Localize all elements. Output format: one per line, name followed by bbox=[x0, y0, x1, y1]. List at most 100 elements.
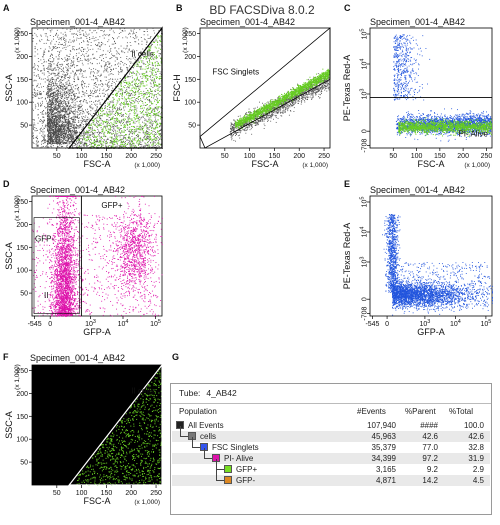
y-tick-label: 50 bbox=[20, 460, 28, 467]
column-header-events: #Events bbox=[357, 407, 386, 416]
population-name: GFP- bbox=[236, 475, 255, 486]
population-parent-cell: 77.0 bbox=[422, 442, 438, 453]
population-events-cell: 107,940 bbox=[367, 420, 396, 431]
x-tick-label: 104 bbox=[450, 319, 461, 328]
panel-letter-a: A bbox=[3, 3, 10, 13]
y-tick-label: 103 bbox=[360, 89, 369, 100]
x-tick-label: 104 bbox=[118, 319, 129, 328]
panel-a-title: Specimen_001-4_AB42 bbox=[30, 17, 125, 27]
x-tick-label: -545 bbox=[28, 321, 42, 328]
y-tick-label: 200 bbox=[16, 222, 28, 229]
x-tick-label: 200 bbox=[293, 153, 305, 160]
population-total-cell: 100.0 bbox=[464, 420, 484, 431]
gate-label-cells: II cells bbox=[131, 386, 154, 395]
tube-label: Tube: bbox=[179, 388, 200, 398]
population-name: GFP+ bbox=[236, 464, 257, 475]
x-tick-label: 200 bbox=[457, 153, 469, 160]
population-hierarchy-table: Tube: 4_AB42 Population #Events %Parent %… bbox=[170, 383, 492, 515]
gate-label-fsc-singlets: FSC Singlets bbox=[212, 68, 259, 77]
y-tick-label: 150 bbox=[16, 77, 28, 84]
population-parent-cell: 14.2 bbox=[422, 475, 438, 486]
y-axis-multiplier: (x 1,000) bbox=[14, 27, 21, 53]
y-tick-label: -708 bbox=[362, 306, 369, 320]
panel-letter-b: B bbox=[176, 3, 183, 13]
y-tick-label: 105 bbox=[360, 29, 369, 40]
x-tick-label: 200 bbox=[125, 490, 137, 497]
x-axis-multiplier: (x 1,000) bbox=[134, 162, 160, 169]
x-axis-multiplier: (x 1,000) bbox=[464, 162, 490, 169]
x-tick-label: 0 bbox=[385, 321, 389, 328]
panel-b-title: Specimen_001-4_AB42 bbox=[200, 17, 295, 27]
population-total-cell: 31.9 bbox=[468, 453, 484, 464]
y-tick-label: -708 bbox=[362, 138, 369, 152]
x-tick-label: 200 bbox=[125, 153, 137, 160]
population-parent-cell: #### bbox=[420, 420, 438, 431]
x-tick-label: -545 bbox=[365, 321, 379, 328]
panel-c-title: Specimen_001-4_AB42 bbox=[370, 17, 465, 27]
y-tick-label: 50 bbox=[20, 291, 28, 298]
gate-marker-ii: II bbox=[44, 291, 48, 300]
y-tick-label: 150 bbox=[16, 245, 28, 252]
x-axis-multiplier: (x 1,000) bbox=[134, 499, 160, 506]
y-tick-label: 104 bbox=[360, 227, 369, 238]
y-tick-label: 0 bbox=[362, 129, 369, 133]
population-events-cell: 45,963 bbox=[372, 431, 396, 442]
population-total-cell: 42.6 bbox=[468, 431, 484, 442]
population-events-cell: 4,871 bbox=[376, 475, 396, 486]
population-color-swatch bbox=[224, 465, 232, 473]
tube-value: 4_AB42 bbox=[206, 388, 236, 398]
column-header-total: %Total bbox=[449, 407, 473, 416]
population-parent-cell: 9.2 bbox=[427, 464, 438, 475]
y-axis-multiplier: (x 1,000) bbox=[14, 364, 21, 390]
column-header-parent: %Parent bbox=[405, 407, 436, 416]
y-tick-label: 103 bbox=[360, 257, 369, 268]
population-total-cell: 2.9 bbox=[473, 464, 484, 475]
x-axis-title: FSC-A bbox=[418, 159, 445, 169]
y-tick-label: 100 bbox=[16, 268, 28, 275]
x-tick-label: 105 bbox=[480, 319, 491, 328]
population-name: PI- Alive bbox=[224, 453, 253, 464]
y-axis-title: SSC-A bbox=[4, 242, 14, 270]
tube-header: Tube: 4_AB42 bbox=[179, 388, 237, 398]
y-tick-label: 100 bbox=[184, 100, 196, 107]
population-events-cell: 35,379 bbox=[372, 442, 396, 453]
x-tick-label: 0 bbox=[48, 321, 52, 328]
x-axis-title: FSC-A bbox=[84, 159, 111, 169]
x-tick-label: 50 bbox=[53, 153, 61, 160]
y-axis-multiplier: (x 1,000) bbox=[14, 195, 21, 221]
gate-label-pi-alive: PI- Alive bbox=[458, 130, 488, 139]
x-tick-label: 250 bbox=[481, 153, 493, 160]
x-tick-label: 105 bbox=[150, 319, 161, 328]
panel-letter-c: C bbox=[344, 3, 351, 13]
y-tick-label: 50 bbox=[20, 123, 28, 130]
y-tick-label: 150 bbox=[16, 414, 28, 421]
population-color-swatch bbox=[224, 476, 232, 484]
x-tick-label: 250 bbox=[150, 153, 162, 160]
column-header-population: Population bbox=[179, 407, 217, 416]
x-tick-label: 50 bbox=[389, 153, 397, 160]
population-total-cell: 4.5 bbox=[473, 475, 484, 486]
x-axis-title: GFP-A bbox=[417, 327, 445, 337]
x-axis-multiplier: (x 1,000) bbox=[302, 162, 328, 169]
gate-label-gfp-pos: GFP+ bbox=[101, 201, 122, 210]
population-name: cells bbox=[200, 431, 216, 442]
y-tick-label: 200 bbox=[184, 54, 196, 61]
y-tick-label: 150 bbox=[184, 77, 196, 84]
y-tick-label: 200 bbox=[16, 54, 28, 61]
y-tick-label: 100 bbox=[16, 100, 28, 107]
population-total-cell: 32.8 bbox=[468, 442, 484, 453]
y-tick-label: 50 bbox=[188, 123, 196, 130]
y-axis-title: PE-Texas Red-A bbox=[342, 223, 352, 290]
x-axis-title: FSC-A bbox=[252, 159, 279, 169]
figure-title: BD FACSDiva 8.0.2 bbox=[192, 3, 332, 17]
y-axis-multiplier: (x 1,000) bbox=[182, 27, 189, 53]
y-tick-label: 0 bbox=[362, 297, 369, 301]
x-tick-label: 250 bbox=[150, 490, 162, 497]
